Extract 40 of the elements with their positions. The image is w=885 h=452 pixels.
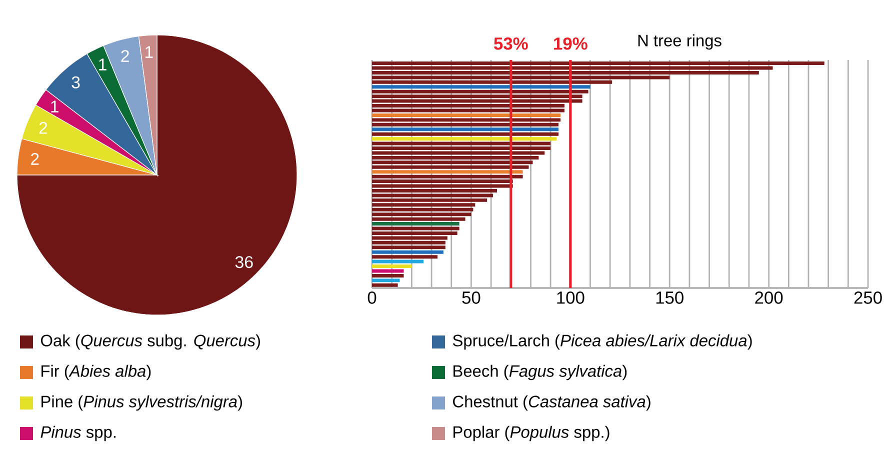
x-tick-label: 250 (854, 292, 882, 304)
bar (372, 250, 444, 254)
legend-label: Pinus spp. (40, 426, 116, 442)
bar (372, 113, 560, 117)
bar (372, 269, 404, 273)
bar (372, 255, 438, 259)
legend-label: Pine (Pinus sylvestris/nigra) (42, 395, 242, 411)
x-axis-title: N tree rings (638, 34, 722, 50)
legend-label: Spruce/Larch (Picea abies/Larix decidua) (452, 334, 752, 350)
legend-label: Beech (Fagus sylvatica) (454, 364, 627, 380)
bar (372, 222, 460, 226)
bar (372, 278, 400, 282)
legend-label: Oak (Quercus subg. Quercus) (40, 334, 260, 350)
data-label: 1 (51, 100, 58, 112)
legend-label: Poplar (Populus spp.) (454, 426, 610, 442)
bar (372, 128, 559, 132)
bar (372, 264, 412, 268)
data-label: 3 (72, 76, 80, 88)
data-label: 1 (146, 46, 153, 58)
bar (372, 283, 398, 287)
data-label: 1 (99, 58, 106, 70)
bar (372, 137, 557, 141)
x-tick-label: 200 (755, 292, 783, 304)
bar (372, 260, 424, 264)
text: 19% (554, 37, 588, 50)
bar (372, 170, 523, 174)
data-label: 36 (235, 256, 253, 268)
legend-label: Chestnut (Castanea sativa) (453, 395, 650, 411)
bar (372, 132, 559, 136)
x-tick-label: 150 (656, 292, 684, 304)
bar (372, 274, 404, 278)
x-tick-label: 100 (557, 292, 584, 304)
data-label: 2 (31, 152, 39, 165)
x-tick-label: 50 (462, 292, 480, 304)
data-label: 2 (39, 122, 48, 134)
x-tick-label: 0 (368, 292, 376, 304)
text: 53% (494, 37, 528, 50)
data-label: 2 (121, 50, 129, 62)
legend-label: Fir (Abies alba) (42, 364, 151, 380)
bar (372, 85, 590, 89)
